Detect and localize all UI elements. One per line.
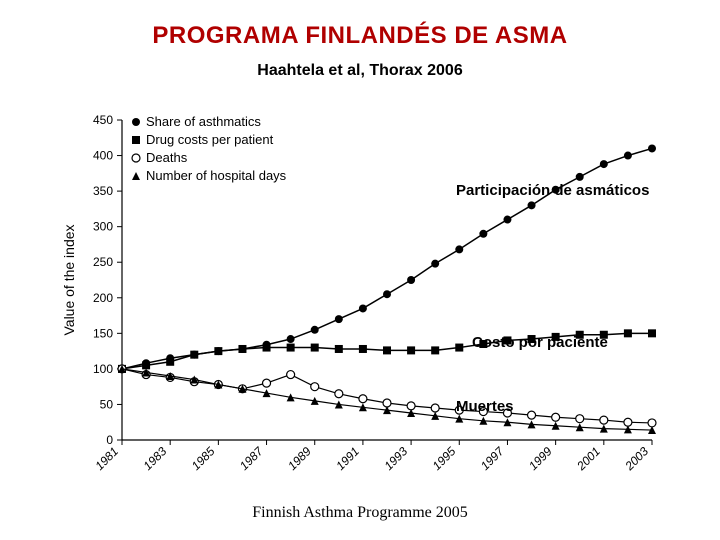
- svg-text:1993: 1993: [381, 444, 410, 473]
- callout-asthmatics: Participación de asmáticos: [456, 182, 649, 199]
- callout-deaths: Muertes: [456, 398, 514, 415]
- svg-text:Drug costs per patient: Drug costs per patient: [146, 132, 274, 147]
- svg-text:1989: 1989: [285, 444, 314, 473]
- line-chart: 050100150200250300350400450Value of the …: [40, 110, 680, 490]
- svg-text:1995: 1995: [430, 444, 459, 473]
- svg-text:400: 400: [93, 149, 113, 163]
- svg-text:1981: 1981: [92, 444, 121, 473]
- slide-subtitle: Haahtela et al, Thorax 2006: [0, 62, 720, 80]
- svg-text:150: 150: [93, 326, 113, 340]
- svg-text:1991: 1991: [333, 444, 362, 473]
- svg-text:50: 50: [100, 397, 114, 411]
- callout-cost: Costo por paciente: [472, 334, 608, 351]
- svg-text:Deaths: Deaths: [146, 150, 188, 165]
- svg-text:100: 100: [93, 362, 113, 376]
- svg-text:2003: 2003: [622, 444, 652, 474]
- svg-text:2001: 2001: [573, 444, 602, 473]
- svg-text:Value of the index: Value of the index: [61, 224, 77, 335]
- svg-text:450: 450: [93, 113, 113, 127]
- svg-text:1987: 1987: [237, 443, 267, 473]
- svg-text:250: 250: [93, 255, 113, 269]
- slide-title: PROGRAMA FINLANDÉS DE ASMA: [0, 22, 720, 50]
- svg-text:1985: 1985: [189, 444, 218, 473]
- svg-text:1999: 1999: [526, 444, 555, 473]
- svg-text:300: 300: [93, 220, 113, 234]
- svg-text:1983: 1983: [141, 444, 170, 473]
- svg-text:Number of hospital days: Number of hospital days: [146, 168, 287, 183]
- svg-text:350: 350: [93, 184, 113, 198]
- slide: PROGRAMA FINLANDÉS DE ASMA Haahtela et a…: [0, 0, 720, 540]
- figure-caption: Finnish Asthma Programme 2005: [0, 504, 720, 522]
- svg-text:Share of asthmatics: Share of asthmatics: [146, 114, 261, 129]
- svg-text:200: 200: [93, 291, 113, 305]
- svg-text:1997: 1997: [478, 443, 508, 473]
